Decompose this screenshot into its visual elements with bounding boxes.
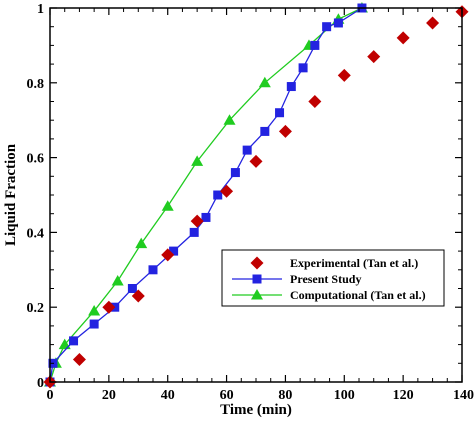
x-tick-label: 140 bbox=[453, 388, 474, 403]
point-computational-tan-et-al bbox=[161, 200, 174, 211]
plot-frame bbox=[49, 7, 463, 383]
point-experimental-tan-et-al bbox=[396, 31, 410, 45]
legend-marker bbox=[252, 274, 262, 284]
legend-entry-present-study: Present Study bbox=[232, 272, 361, 286]
legend-label: Present Study bbox=[290, 272, 361, 286]
point-experimental-tan-et-al bbox=[131, 289, 145, 303]
legend-entry-computational-tan-et-al: Computational (Tan et al.) bbox=[232, 288, 426, 302]
point-experimental-tan-et-al bbox=[190, 214, 204, 228]
point-present-study bbox=[69, 336, 79, 346]
point-present-study bbox=[322, 22, 332, 32]
legend-label: Experimental (Tan et al.) bbox=[290, 256, 418, 270]
y-tick-label: 0.2 bbox=[27, 301, 45, 316]
x-tick-label: 40 bbox=[161, 388, 175, 403]
y-tick-label: 0.8 bbox=[27, 77, 45, 92]
legend-label: Computational (Tan et al.) bbox=[290, 288, 426, 302]
point-present-study bbox=[127, 284, 137, 293]
point-present-study bbox=[213, 190, 223, 200]
x-tick-label: 60 bbox=[220, 388, 234, 403]
point-computational-tan-et-al bbox=[135, 237, 148, 249]
series-present-study-marks bbox=[45, 3, 367, 387]
point-present-study bbox=[169, 246, 179, 256]
x-tick-label: 20 bbox=[102, 388, 116, 403]
legend-entries: Experimental (Tan et al.) Present Study Co… bbox=[232, 256, 426, 302]
legend-entry-experimental-tan-et-al: Experimental (Tan et al.) bbox=[250, 256, 418, 270]
y-tick-label: 1 bbox=[37, 2, 44, 17]
x-axis-title: Time (min) bbox=[220, 402, 292, 418]
x-tick-label: 80 bbox=[278, 388, 292, 403]
point-present-study bbox=[242, 145, 252, 155]
point-present-study bbox=[286, 82, 296, 92]
point-experimental-tan-et-al bbox=[337, 68, 351, 82]
legend-marker bbox=[250, 256, 264, 270]
x-tick-label: 0 bbox=[47, 388, 54, 403]
point-present-study bbox=[310, 40, 320, 50]
tick-labels: 0 20 40 60 80 100 120 140 0 0.2 0.4 0.6 0.8 1 bbox=[27, 2, 474, 403]
series-experimental-marks bbox=[43, 5, 469, 389]
point-computational-tan-et-al bbox=[223, 114, 236, 125]
point-experimental-tan-et-al bbox=[426, 16, 440, 30]
point-present-study bbox=[201, 212, 211, 222]
point-computational-tan-et-al bbox=[258, 76, 271, 88]
point-present-study bbox=[230, 168, 240, 178]
point-present-study bbox=[260, 126, 270, 136]
point-present-study bbox=[275, 108, 285, 118]
y-tick-label: 0.6 bbox=[27, 152, 45, 167]
x-tick-label: 120 bbox=[393, 388, 414, 403]
y-tick-label: 0 bbox=[37, 376, 44, 391]
point-present-study bbox=[298, 63, 308, 73]
point-present-study bbox=[189, 227, 199, 237]
point-present-study bbox=[89, 319, 99, 329]
series-computational-marks bbox=[44, 2, 368, 387]
legend: Experimental (Tan et al.) Present Study Co… bbox=[221, 249, 445, 307]
point-experimental-tan-et-al bbox=[161, 248, 175, 262]
point-experimental-tan-et-al bbox=[249, 154, 263, 168]
x-tick-label: 100 bbox=[334, 388, 355, 403]
point-present-study bbox=[148, 265, 158, 275]
y-tick-label: 0.4 bbox=[27, 226, 45, 241]
point-computational-tan-et-al bbox=[111, 275, 124, 286]
point-experimental-tan-et-al bbox=[308, 95, 322, 108]
point-experimental-tan-et-al bbox=[220, 184, 234, 198]
point-computational-tan-et-al bbox=[191, 155, 204, 166]
point-experimental-tan-et-al bbox=[367, 50, 381, 64]
point-experimental-tan-et-al bbox=[102, 300, 116, 314]
point-present-study bbox=[333, 18, 343, 28]
legend-marker bbox=[251, 289, 263, 300]
axis-ticks bbox=[49, 7, 463, 383]
point-experimental-tan-et-al bbox=[72, 353, 86, 367]
point-computational-tan-et-al bbox=[88, 304, 101, 316]
y-axis-title: Liquid Fraction bbox=[3, 143, 19, 246]
point-experimental-tan-et-al bbox=[278, 124, 292, 138]
